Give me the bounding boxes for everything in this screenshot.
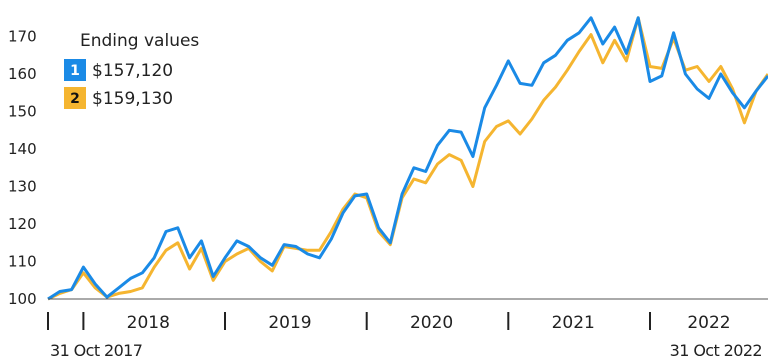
plot-area bbox=[47, 16, 768, 301]
end-date-label: 31 Oct 2022 bbox=[670, 341, 762, 360]
legend: Ending values 1 $157,120 2 $159,130 bbox=[64, 31, 199, 109]
legend-badge-1 bbox=[64, 59, 86, 81]
x-axis: 2018 2019 2020 2021 2022 bbox=[47, 312, 731, 333]
y-tick-label: 110 bbox=[8, 253, 37, 271]
legend-title: Ending values bbox=[80, 31, 199, 51]
x-tick-label: 2021 bbox=[552, 313, 595, 333]
legend-entry-1: 1 $157,120 bbox=[64, 59, 173, 81]
y-tick-label: 130 bbox=[8, 178, 37, 196]
y-axis: 100 110 120 130 140 150 160 170 bbox=[8, 28, 37, 309]
legend-badge-2-number: 2 bbox=[70, 91, 80, 107]
y-tick-label: 150 bbox=[8, 103, 37, 121]
legend-entry-2: 2 $159,130 bbox=[64, 87, 173, 109]
x-tick-label: 2022 bbox=[687, 313, 730, 333]
legend-value-1: $157,120 bbox=[92, 61, 173, 81]
x-tick-label: 2020 bbox=[410, 313, 453, 333]
x-tick-label: 2018 bbox=[127, 313, 170, 333]
y-tick-label: 100 bbox=[8, 290, 37, 308]
series-line-1 bbox=[47, 16, 768, 301]
series-layer bbox=[47, 16, 768, 301]
x-tick-label: 2019 bbox=[268, 313, 311, 333]
y-tick-label: 160 bbox=[8, 65, 37, 83]
legend-badge-1-number: 1 bbox=[70, 63, 80, 79]
legend-value-2: $159,130 bbox=[92, 89, 173, 109]
y-tick-label: 120 bbox=[8, 215, 37, 233]
y-tick-label: 170 bbox=[8, 28, 37, 46]
legend-badge-2 bbox=[64, 87, 86, 109]
y-tick-label: 140 bbox=[8, 140, 37, 158]
start-date-label: 31 Oct 2017 bbox=[50, 341, 142, 360]
series-line-2 bbox=[47, 16, 768, 301]
